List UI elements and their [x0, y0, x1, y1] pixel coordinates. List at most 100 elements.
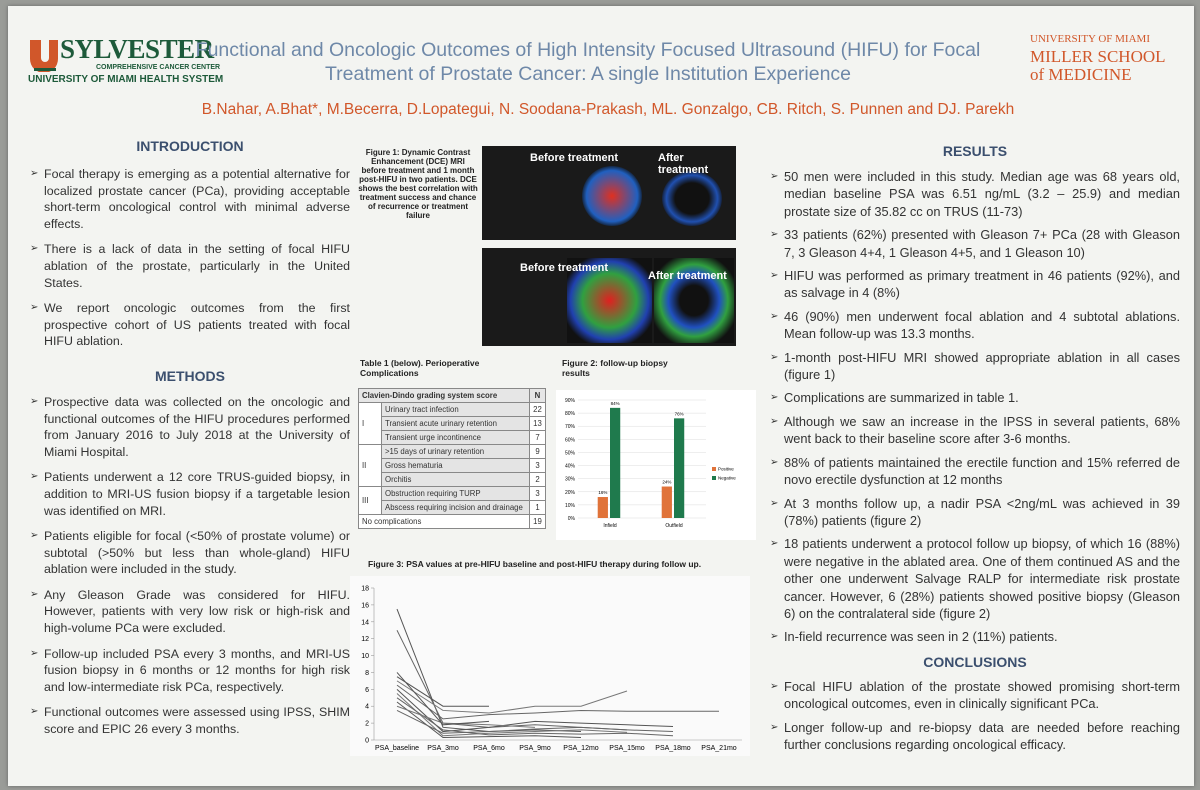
complication-cell: Obstruction requiring TURP: [381, 486, 530, 501]
section-heading: CONCLUSIONS: [923, 653, 1027, 670]
title-line: Treatment of Prostate Cancer: A single I…: [324, 63, 852, 85]
complication-cell: >15 days of urinary retention: [381, 444, 530, 459]
x-tick-label: PSA_21mo: [701, 745, 737, 752]
count-cell: 3: [528, 486, 547, 501]
school-university: UNIVERSITY OF MIAMI: [1030, 33, 1150, 45]
y-tick-label: 50%: [565, 450, 576, 456]
y-tick-label: 8: [365, 670, 369, 677]
table-row: Transient urge incontinence 7: [359, 430, 547, 445]
y-tick-label: 90%: [565, 398, 576, 404]
y-tick-label: 14: [361, 619, 369, 626]
x-tick-label: PSA_18mo: [655, 745, 691, 752]
header-cell: N: [528, 388, 547, 403]
table-row: Gross hematuria 3: [359, 458, 547, 473]
legend-swatch: [712, 476, 716, 480]
series-line: [396, 701, 582, 738]
logo-system: UNIVERSITY OF MIAMI HEALTH SYSTEM: [28, 74, 224, 85]
line-chart: 0 2 4 6 8 10 12 14 16 18 PSA_baseline PSA_3mo PSA_6m…: [350, 576, 750, 756]
series-line: [396, 709, 674, 734]
authors: B.Nahar, A.Bhat*, M.Becerra, D.Lopategui…: [201, 101, 1015, 118]
x-tick-label: PSA_9mo: [519, 745, 551, 752]
table-row: II >15 days of urinary retention 9: [358, 444, 547, 487]
y-tick-label: 0%: [568, 516, 576, 522]
y-tick-label: 30%: [565, 477, 576, 483]
y-tick-label: 20%: [565, 490, 576, 496]
logo-subtitle: COMPREHENSIVE CANCER CENTER: [96, 64, 221, 71]
complication-cell: No complications: [358, 514, 530, 529]
title-line: Functional and Oncologic Outcomes of Hig…: [195, 39, 981, 61]
image-label: After treatment: [658, 152, 709, 176]
series-line: [396, 672, 490, 726]
x-tick-label: Outfield: [665, 523, 682, 529]
series-line: [396, 697, 674, 737]
x-tick-label: PSA_15mo: [609, 745, 645, 752]
data-label: 24%: [662, 480, 671, 485]
bullet-list: Focal therapy is emerging as a potential…: [30, 166, 350, 350]
mri-overlay: [662, 171, 722, 226]
table-row: I Urinary tract infection 22: [358, 402, 547, 445]
count-cell: 1: [528, 500, 547, 515]
series-line: [396, 680, 628, 714]
bullet: 33 patients (62%) presented with Gleason…: [770, 226, 1180, 261]
section-heading: RESULTS: [942, 143, 1008, 159]
figure-caption: Figure 1: Dynamic Contrast Enhancement (…: [358, 148, 478, 220]
bullet: Follow-up included PSA every 3 months, a…: [30, 646, 350, 696]
complication-cell: Gross hematuria: [381, 458, 530, 473]
series-line: [396, 676, 489, 707]
bar-chart: 0% 10% 20% 30% 40% 50% 60% 70% 80% 90% Infield 16% 8…: [556, 390, 756, 540]
mri-image: Before treatment After treatment: [482, 146, 736, 240]
image-label: Before treatment: [530, 152, 619, 164]
bullet: Prospective data was collected on the on…: [30, 394, 350, 460]
bullet: We report oncologic outcomes from the fi…: [30, 300, 350, 350]
complications-table: Clavien-Dindo grading system score N I Urin…: [358, 388, 547, 529]
series-line: [396, 693, 628, 737]
table-row: Orchitis 2: [359, 472, 547, 487]
x-tick-label: PSA_baseline: [375, 745, 419, 752]
right-column: RESULTS 50 men were included in this stu…: [770, 143, 1180, 759]
figure-caption: Figure 2: follow-up biopsy results: [562, 358, 668, 378]
grade-cell: III: [358, 486, 382, 515]
x-tick-label: PSA_3mo: [427, 745, 459, 752]
series-line: [396, 705, 536, 728]
bar: [610, 407, 621, 518]
grade-cell: II: [358, 444, 382, 487]
bullet: 1-month post-HIFU MRI showed appropriate…: [770, 349, 1180, 384]
mri-overlay: [567, 258, 652, 343]
bullet: Focal HIFU ablation of the prostate show…: [770, 678, 1180, 713]
bullet: Complications are summarized in table 1.: [770, 389, 1180, 407]
count-cell: 13: [528, 416, 547, 431]
left-column: INTRODUCTION Focal therapy is emerging a…: [30, 138, 350, 747]
mri-overlay: [582, 166, 642, 226]
mri-overlay: [654, 258, 734, 343]
y-tick-label: 6: [365, 687, 369, 694]
y-tick-label: 80%: [565, 411, 576, 417]
school-name: MILLER SCHOOL: [1030, 47, 1166, 66]
data-label: 16%: [598, 490, 607, 495]
y-tick-label: 70%: [565, 424, 576, 430]
complication-cell: Transient urge incontinence: [381, 430, 530, 445]
bullet: At 3 months follow up, a nadir PSA <2ng/…: [770, 495, 1180, 530]
complication-cell: Abscess requiring incision and drainage: [381, 500, 530, 515]
school-name: of MEDICINE: [1030, 65, 1132, 84]
legend-label: Positive: [718, 467, 734, 472]
series-line: [396, 684, 719, 720]
bullet: There is a lack of data in the setting o…: [30, 241, 350, 291]
count-cell: 2: [528, 472, 547, 487]
header-cell: Clavien-Dindo grading system score: [358, 388, 530, 403]
data-label: 76%: [675, 411, 684, 416]
table-row: III Obstruction requiring TURP 3: [358, 486, 547, 515]
legend-label: Negative: [718, 476, 736, 481]
legend-swatch: [712, 467, 716, 471]
y-tick-label: 0: [365, 738, 369, 745]
poster-title: Functional and Oncologic Outcomes of Hig…: [183, 38, 993, 86]
bullet: Patients underwent a 12 core TRUS-guided…: [30, 469, 350, 519]
bar: [674, 418, 685, 518]
bullet: In-field recurrence was seen in 2 (11%) …: [770, 628, 1180, 646]
count-cell: 9: [528, 444, 547, 459]
y-tick-label: 16: [361, 602, 369, 609]
count-cell: 22: [528, 402, 547, 417]
count-cell: 7: [528, 430, 547, 445]
poster: SYLVESTER COMPREHENSIVE CANCER CENTER UN…: [8, 6, 1194, 786]
y-tick-label: 60%: [565, 437, 576, 443]
logo-mark: [30, 40, 58, 72]
